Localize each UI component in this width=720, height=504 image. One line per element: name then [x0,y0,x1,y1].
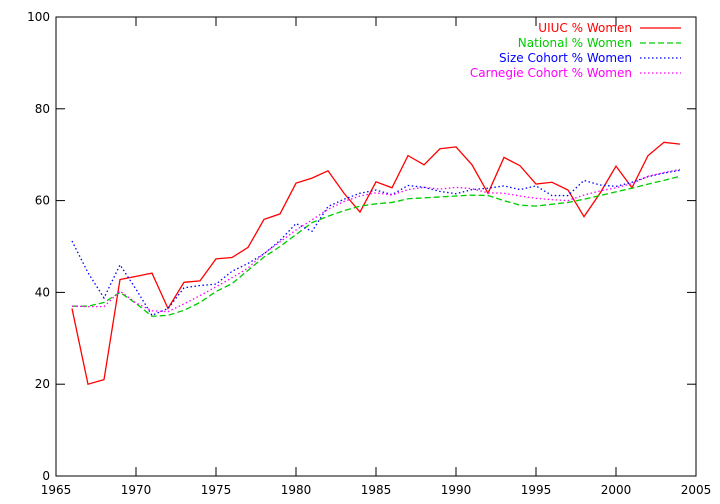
series-line-3 [71,169,681,317]
legend-label: National % Women [518,36,632,50]
x-tick-label: 2000 [601,483,632,497]
y-tick-label: 60 [35,194,50,208]
plot-area-frame [55,16,697,477]
series-line-4 [71,168,681,313]
x-tick-label: 1965 [41,483,72,497]
x-tick-label: 1990 [441,483,472,497]
legend-label: UIUC % Women [538,21,632,35]
y-tick-label: 80 [35,102,50,116]
axis-ticks: 1965 1970 1975 1980 1985 1990 1995 2000 2005 0 20 4… [27,10,711,497]
series-line-2 [72,175,681,317]
series-line-1 [71,141,681,386]
legend-label: Carnegie Cohort % Women [470,66,632,80]
y-tick-label: 20 [35,377,50,391]
x-tick-label: 1970 [121,483,152,497]
series-lines [71,141,681,386]
x-tick-label: 1975 [201,483,232,497]
y-tick-label: 0 [42,469,50,483]
y-tick-label: 100 [27,10,50,24]
x-tick-label: 2005 [681,483,712,497]
x-tick-label: 1995 [521,483,552,497]
x-tick-label: 1985 [361,483,392,497]
y-tick-label: 40 [35,285,50,299]
legend-label: Size Cohort % Women [499,51,632,65]
x-tick-label: 1980 [281,483,312,497]
